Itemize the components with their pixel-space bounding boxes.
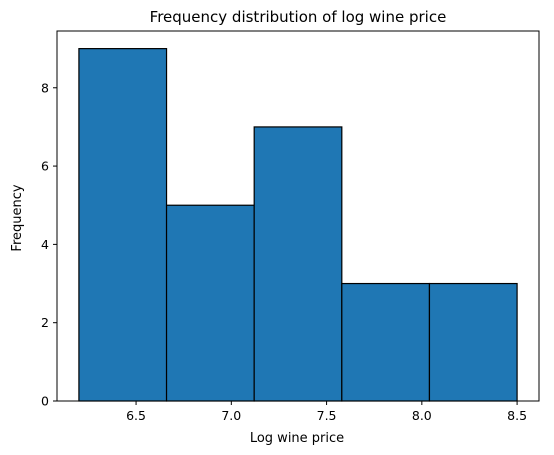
y-axis-label: Frequency — [10, 184, 25, 251]
x-tick-label: 7.0 — [221, 408, 241, 423]
bars-layer — [78, 48, 518, 402]
x-tick-label: 6.5 — [126, 408, 146, 423]
y-tick-label: 2 — [41, 315, 49, 330]
y-tick-label: 6 — [41, 159, 49, 174]
y-tick-label: 0 — [41, 394, 49, 409]
x-tick-label: 8.0 — [412, 408, 432, 423]
chart-title: Frequency distribution of log wine price — [150, 8, 447, 26]
histogram-bar-5 — [428, 282, 518, 402]
y-tick-label: 8 — [41, 80, 49, 95]
plot-frame — [56, 30, 540, 402]
x-tick-label: 8.5 — [507, 408, 527, 423]
x-axis-label: Log wine price — [250, 431, 344, 446]
x-tick-label: 7.5 — [317, 408, 337, 423]
histogram-bar-3 — [253, 126, 343, 402]
histogram-bar-1 — [78, 48, 168, 402]
histogram-bar-2 — [165, 204, 255, 402]
y-tick-label: 4 — [41, 237, 49, 252]
histogram-bar-4 — [341, 282, 431, 402]
axes-layer: 6.5 7.0 7.5 8.0 8.5 0 2 4 6 8 — [41, 30, 540, 423]
